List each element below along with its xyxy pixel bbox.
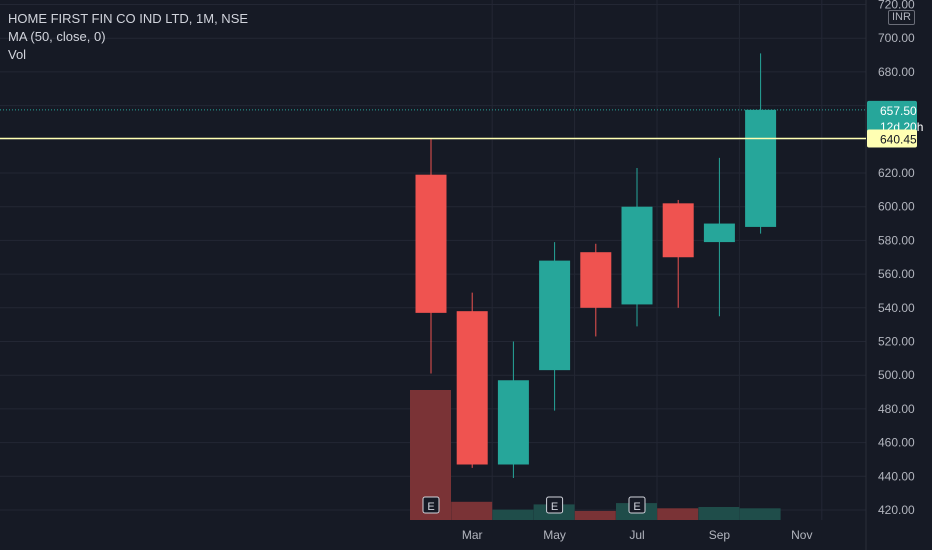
candle-body-oct: [745, 109, 777, 227]
chart-grid: [0, 0, 867, 550]
legend-ma[interactable]: MA (50, close, 0): [8, 29, 106, 44]
time-axis: Mar May Jul Sep Nov: [462, 528, 813, 542]
earnings-marker-may: E: [546, 496, 564, 514]
y-tick-label: 460.00: [878, 436, 915, 450]
legend-symbol[interactable]: HOME FIRST FIN CO IND LTD, 1M, NSE: [8, 11, 249, 26]
volume-bar-oct: [739, 508, 781, 520]
earnings-marker-jul: E: [628, 496, 646, 514]
price-lines: [0, 109, 866, 140]
volume-bar-sep: [698, 507, 740, 520]
x-tick-label: Sep: [709, 528, 731, 542]
y-tick-label: 500.00: [878, 368, 915, 382]
candle-body-apr: [497, 380, 529, 465]
earnings-marker-feb: E: [422, 496, 440, 514]
y-tick-label: 520.00: [878, 335, 915, 349]
currency-badge[interactable]: INR: [888, 10, 915, 25]
y-tick-label: 720.00: [878, 0, 915, 12]
candle-body-may: [539, 260, 571, 371]
x-tick-label: Mar: [462, 528, 483, 542]
legend-vol[interactable]: Vol: [8, 47, 27, 62]
y-tick-label: 420.00: [878, 503, 915, 517]
chart-legend: HOME FIRST FIN CO IND LTD, 1M, NSE MA (5…: [8, 10, 248, 64]
candlesticks: [415, 53, 777, 478]
y-tick-label: 700.00: [878, 31, 915, 45]
candle-body-jul: [621, 206, 653, 305]
volume-bar-jun: [574, 510, 616, 520]
x-tick-label: May: [543, 528, 566, 542]
svg-text:E: E: [427, 501, 434, 513]
candle-body-mar: [456, 311, 488, 465]
volume-bars: [410, 390, 781, 520]
volume-bar-apr: [492, 509, 534, 520]
y-tick-label: 540.00: [878, 301, 915, 315]
svg-text:E: E: [551, 501, 558, 513]
y-tick-label: 560.00: [878, 267, 915, 281]
svg-text:640.45: 640.45: [880, 133, 917, 147]
y-tick-label: 600.00: [878, 200, 915, 214]
y-tick-label: 680.00: [878, 65, 915, 79]
candle-body-sep: [703, 223, 735, 243]
svg-text:E: E: [633, 501, 640, 513]
horizontal-line-tag: 640.45: [867, 129, 917, 148]
price-axis: 420.00 440.00 460.00 480.00 500.00 520.00 540.…: [878, 0, 915, 517]
y-tick-label: 440.00: [878, 469, 915, 483]
x-tick-label: Jul: [629, 528, 644, 542]
volume-bar-aug: [657, 508, 699, 520]
candle-body-aug: [662, 203, 694, 258]
y-tick-label: 480.00: [878, 402, 915, 416]
candle-body-feb: [415, 174, 447, 313]
y-tick-label: 620.00: [878, 166, 915, 180]
y-tick-label: 580.00: [878, 233, 915, 247]
x-tick-label: Nov: [791, 528, 812, 542]
volume-bar-mar: [451, 501, 493, 520]
candle-body-jun: [580, 252, 612, 308]
svg-text:657.50: 657.50: [880, 104, 917, 118]
